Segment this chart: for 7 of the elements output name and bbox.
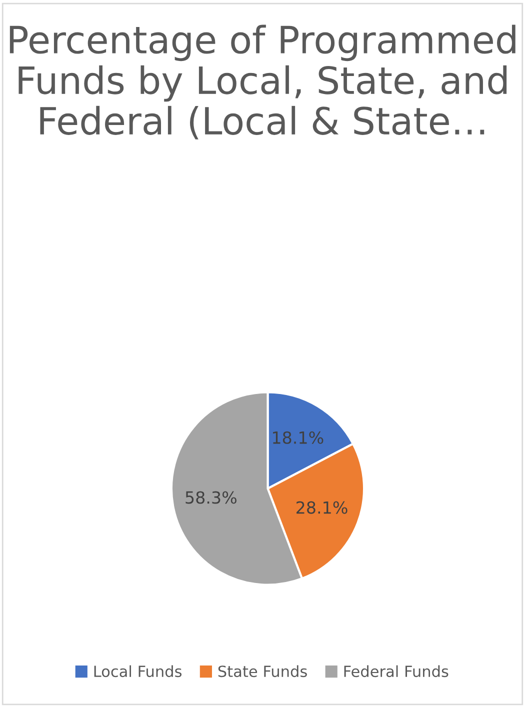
chart-title: Percentage of Programmed Funds by Local, State, and Federal (Local & State… [10,24,516,140]
data-label: 28.1% [296,501,348,514]
legend-label: State Funds [218,665,307,678]
data-label: 58.3% [186,491,236,504]
data-label: 18.1% [273,431,324,444]
legend-label: Local Funds [94,665,182,678]
legend-label: Federal Funds [344,665,448,678]
